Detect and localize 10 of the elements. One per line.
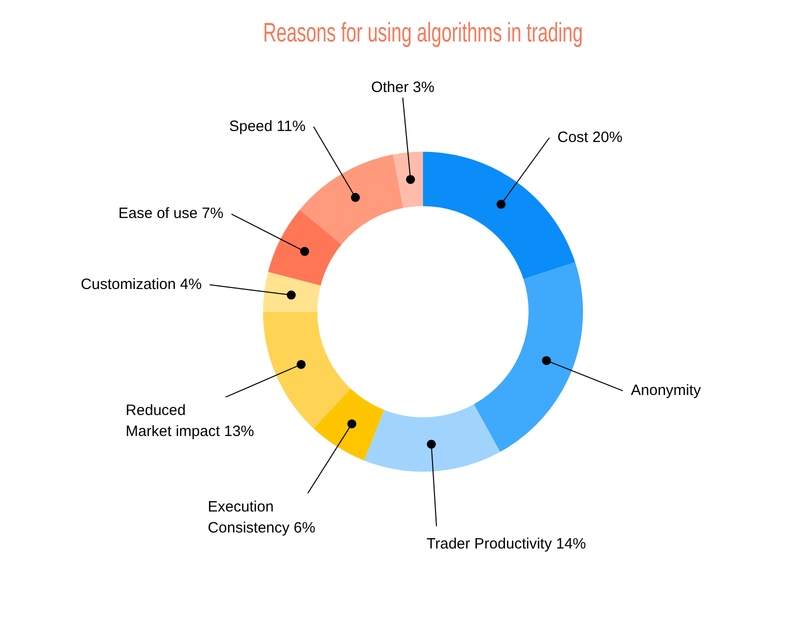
- slice-label: Trader Productivity 14%: [426, 535, 586, 552]
- slice-label: Anonymity: [630, 382, 702, 399]
- slice-label: Ease of use 7%: [118, 205, 224, 222]
- slice-label: Other 3%: [371, 78, 434, 96]
- slice-label: Execution Consistency 6%: [208, 498, 316, 536]
- slice-label: Customization 4%: [80, 276, 202, 293]
- slice-label: Reduced Market impact 13%: [126, 402, 254, 440]
- chart-title: Reasons for using algorithms in trading: [263, 17, 583, 48]
- slice-label: Cost 20%: [557, 128, 622, 146]
- slice-label: Speed 11%: [229, 118, 306, 135]
